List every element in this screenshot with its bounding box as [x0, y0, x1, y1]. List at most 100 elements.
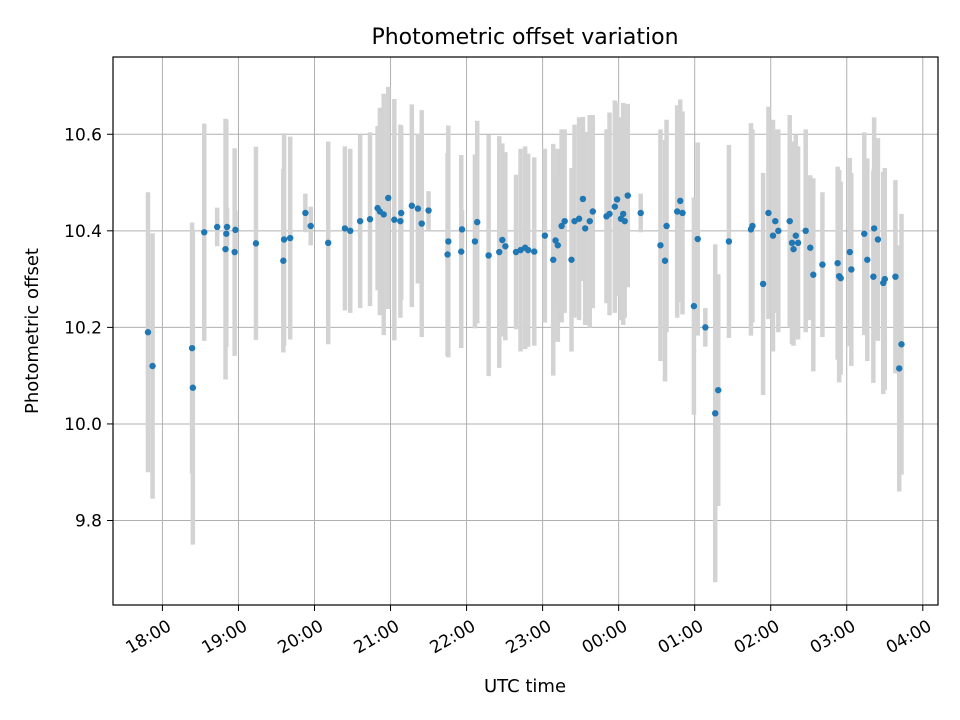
- data-point: [552, 237, 559, 244]
- y-tick-label: 10.2: [64, 318, 102, 338]
- data-point: [786, 217, 793, 225]
- data-point: [611, 203, 619, 210]
- data-point: [794, 239, 802, 247]
- x-tick-label: 00:00: [579, 616, 631, 658]
- data-point: [144, 329, 152, 336]
- data-point: [712, 410, 719, 417]
- data-point: [621, 217, 628, 225]
- data-point: [496, 248, 503, 256]
- data-point: [531, 248, 538, 255]
- data-point: [356, 217, 364, 225]
- data-point: [606, 210, 613, 218]
- data-point: [624, 192, 631, 199]
- data-point: [864, 256, 871, 263]
- data-point: [690, 302, 698, 310]
- data-point: [792, 232, 800, 239]
- data-point: [458, 226, 466, 233]
- data-point: [554, 242, 562, 249]
- x-tick-label: 22:00: [427, 616, 479, 658]
- data-point: [870, 225, 878, 232]
- data-point: [232, 226, 239, 234]
- y-tick-label: 9.8: [75, 512, 102, 532]
- data-point: [418, 220, 425, 227]
- data-points: [144, 192, 905, 417]
- data-point: [541, 232, 549, 239]
- data-point: [790, 245, 797, 253]
- data-point: [694, 235, 701, 243]
- data-point: [661, 257, 669, 264]
- data-point: [898, 341, 905, 348]
- data-point: [657, 242, 664, 249]
- data-point: [834, 259, 841, 267]
- x-tick-label: 02:00: [731, 616, 783, 658]
- data-point: [231, 248, 238, 256]
- x-tick-label: 04:00: [883, 616, 935, 658]
- data-point: [819, 261, 826, 268]
- data-point: [892, 273, 899, 280]
- data-point: [341, 225, 349, 232]
- data-point: [391, 216, 398, 223]
- data-point: [414, 205, 422, 212]
- data-point: [302, 209, 309, 217]
- data-point: [620, 210, 627, 218]
- data-point: [397, 217, 404, 225]
- data-point: [725, 238, 733, 245]
- data-point: [802, 227, 809, 235]
- x-tick-label: 01:00: [655, 616, 707, 658]
- data-point: [575, 215, 583, 222]
- data-point: [759, 280, 767, 288]
- data-point: [188, 344, 196, 352]
- data-point: [471, 238, 479, 245]
- data-point: [524, 246, 532, 254]
- data-point: [769, 232, 777, 239]
- x-tick-label: 20:00: [275, 616, 327, 658]
- data-point: [775, 227, 782, 235]
- data-point: [579, 195, 587, 203]
- data-point: [223, 230, 230, 237]
- data-point: [385, 194, 392, 202]
- data-point: [558, 222, 565, 230]
- data-point: [673, 208, 681, 215]
- data-point: [444, 251, 451, 258]
- data-point: [715, 386, 722, 394]
- data-point: [223, 223, 231, 231]
- data-point: [581, 225, 589, 232]
- y-tick-label: 10.4: [64, 222, 102, 242]
- data-point: [347, 227, 354, 235]
- y-axis-ticks: 9.8 10.0 10.2 10.4 10.6: [64, 125, 113, 532]
- data-point: [485, 252, 492, 259]
- y-tick-label: 10.0: [64, 415, 102, 435]
- data-point: [280, 236, 288, 243]
- data-point: [474, 218, 481, 226]
- data-point: [568, 256, 575, 263]
- data-point: [586, 217, 593, 225]
- data-point: [222, 245, 229, 253]
- data-point: [861, 230, 868, 237]
- data-point: [324, 239, 332, 247]
- data-point: [677, 197, 684, 205]
- data-point: [380, 211, 387, 218]
- data-point: [502, 243, 509, 250]
- data-point: [896, 365, 903, 372]
- x-axis-ticks: 18:00 19:00 20:00 21:00 22:00 23:00 00:00 01:00…: [122, 605, 935, 658]
- data-point: [702, 324, 709, 331]
- y-axis-label: Photometric offset: [22, 248, 43, 414]
- x-tick-label: 19:00: [199, 616, 251, 658]
- data-point: [772, 217, 779, 225]
- data-point: [881, 275, 888, 283]
- data-point: [765, 209, 772, 217]
- data-point: [550, 256, 557, 263]
- data-point: [807, 244, 814, 251]
- plot-frame: [112, 56, 939, 606]
- data-point: [749, 222, 756, 230]
- data-point: [663, 222, 670, 230]
- data-point: [679, 209, 686, 217]
- data-point: [189, 384, 197, 391]
- data-point: [397, 209, 405, 217]
- data-point: [286, 234, 294, 242]
- data-point: [613, 196, 621, 203]
- data-point: [499, 236, 506, 244]
- error-bars: [145, 86, 904, 583]
- data-point: [848, 266, 855, 273]
